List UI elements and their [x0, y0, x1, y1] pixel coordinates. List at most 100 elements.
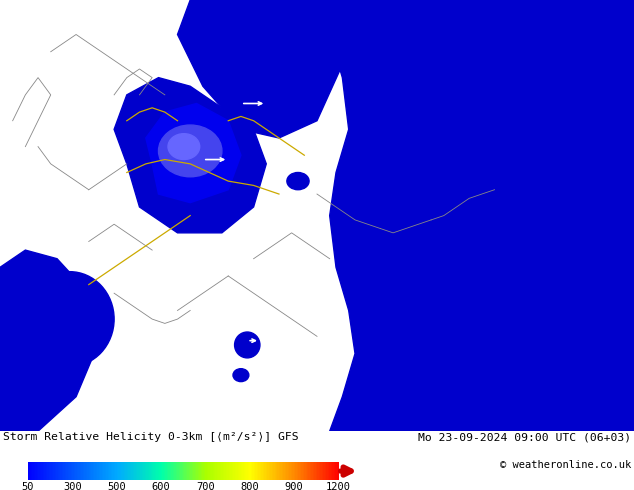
Bar: [223, 462, 225, 480]
Bar: [236, 462, 238, 480]
Bar: [230, 462, 232, 480]
Bar: [302, 462, 304, 480]
Bar: [310, 462, 312, 480]
Bar: [224, 462, 226, 480]
Bar: [74, 462, 75, 480]
Bar: [257, 462, 259, 480]
Bar: [55, 462, 56, 480]
Bar: [126, 462, 127, 480]
Bar: [53, 462, 55, 480]
Ellipse shape: [158, 125, 222, 177]
Bar: [137, 462, 139, 480]
Bar: [36, 462, 37, 480]
Bar: [131, 462, 133, 480]
Bar: [314, 462, 316, 480]
Bar: [28, 462, 30, 480]
Bar: [109, 462, 111, 480]
Bar: [262, 462, 264, 480]
Bar: [190, 462, 192, 480]
Bar: [46, 462, 48, 480]
Bar: [210, 462, 212, 480]
Bar: [247, 462, 249, 480]
Bar: [275, 462, 276, 480]
Bar: [198, 462, 200, 480]
Bar: [297, 462, 299, 480]
Bar: [278, 462, 280, 480]
Bar: [164, 462, 165, 480]
Bar: [304, 462, 306, 480]
Bar: [56, 462, 58, 480]
Bar: [306, 462, 307, 480]
Text: 700: 700: [196, 482, 214, 490]
Bar: [181, 462, 183, 480]
Bar: [170, 462, 172, 480]
Bar: [165, 462, 167, 480]
Bar: [220, 462, 222, 480]
Bar: [216, 462, 217, 480]
Bar: [80, 462, 82, 480]
Bar: [294, 462, 295, 480]
Bar: [86, 462, 87, 480]
Text: 800: 800: [240, 482, 259, 490]
Bar: [238, 462, 240, 480]
Bar: [279, 462, 281, 480]
Bar: [325, 462, 327, 480]
Bar: [38, 462, 41, 480]
Bar: [172, 462, 174, 480]
Bar: [94, 462, 96, 480]
Bar: [42, 462, 45, 480]
Bar: [120, 462, 122, 480]
Bar: [235, 462, 236, 480]
Bar: [221, 462, 223, 480]
Bar: [295, 462, 297, 480]
Bar: [141, 462, 144, 480]
Bar: [127, 462, 129, 480]
Bar: [82, 462, 84, 480]
Bar: [44, 462, 46, 480]
Text: 1200: 1200: [325, 482, 351, 490]
Bar: [105, 462, 107, 480]
Bar: [157, 462, 158, 480]
Bar: [316, 462, 318, 480]
Bar: [186, 462, 188, 480]
Bar: [204, 462, 205, 480]
Bar: [254, 462, 256, 480]
Bar: [134, 462, 136, 480]
Bar: [214, 462, 216, 480]
Bar: [205, 462, 207, 480]
Bar: [96, 462, 98, 480]
Bar: [51, 462, 54, 480]
Bar: [227, 462, 230, 480]
Bar: [322, 462, 324, 480]
Bar: [150, 462, 153, 480]
Bar: [91, 462, 93, 480]
Bar: [37, 462, 39, 480]
Text: 50: 50: [22, 482, 34, 490]
Bar: [288, 462, 290, 480]
Polygon shape: [178, 0, 342, 138]
Ellipse shape: [168, 134, 200, 160]
Ellipse shape: [533, 181, 583, 233]
Bar: [212, 462, 214, 480]
Bar: [152, 462, 154, 480]
Bar: [122, 462, 124, 480]
Bar: [184, 462, 186, 480]
Bar: [319, 462, 321, 480]
Bar: [31, 462, 33, 480]
Bar: [146, 462, 148, 480]
Bar: [217, 462, 219, 480]
Bar: [301, 462, 303, 480]
Bar: [68, 462, 70, 480]
Bar: [168, 462, 170, 480]
Bar: [128, 462, 131, 480]
Bar: [207, 462, 209, 480]
Bar: [258, 462, 261, 480]
Bar: [271, 462, 273, 480]
Bar: [65, 462, 67, 480]
Polygon shape: [330, 0, 634, 431]
Bar: [143, 462, 145, 480]
Bar: [171, 462, 173, 480]
Bar: [285, 462, 287, 480]
Bar: [118, 462, 120, 480]
Bar: [201, 462, 203, 480]
